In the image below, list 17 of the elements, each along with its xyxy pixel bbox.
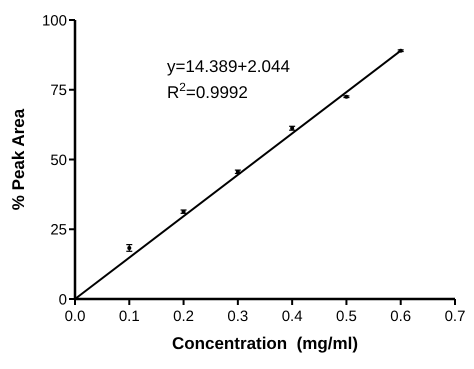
x-tick-label: 0.4 <box>282 308 303 325</box>
y-tick-label: 50 <box>50 152 67 169</box>
x-tick-label: 0.7 <box>444 308 466 325</box>
x-tick-label: 0.1 <box>118 308 140 325</box>
annotation: R$^{2}$=0.9992 <box>167 80 248 102</box>
x-tick-label: 0.3 <box>227 308 248 325</box>
y-axis-title: % Peak Area <box>9 108 28 210</box>
x-tick-label: 0.6 <box>390 308 412 325</box>
x-tick-label: 0.0 <box>64 308 86 325</box>
x-tick-label: 0.5 <box>336 308 357 325</box>
y-tick-label: 25 <box>50 222 67 238</box>
annotation: y=14.389+2.044 <box>167 57 290 76</box>
x-tick-label: 0.2 <box>173 308 194 325</box>
y-tick-label: 100 <box>42 12 67 30</box>
x-axis-title: Concentration (mg/ml) <box>172 334 358 353</box>
y-tick-label: 0 <box>58 291 67 308</box>
y-tick-label: 75 <box>50 82 67 99</box>
